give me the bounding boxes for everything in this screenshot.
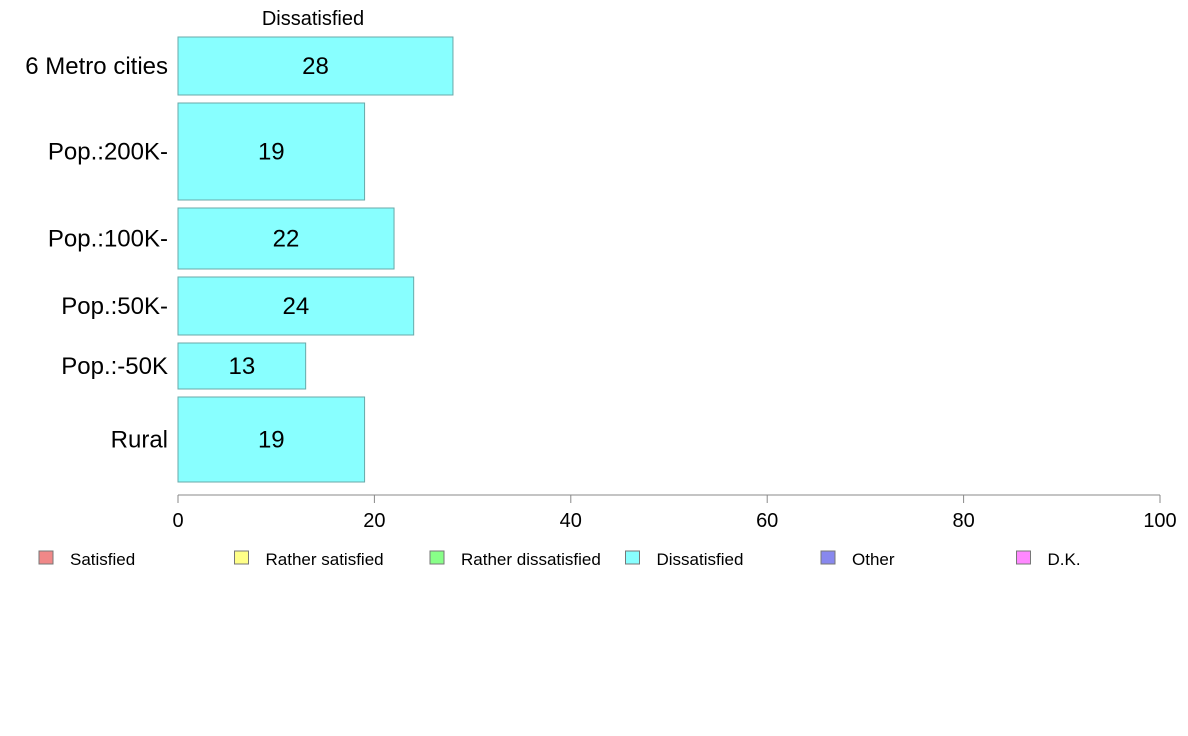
legend-item: Rather satisfied: [234, 550, 384, 569]
x-tick-label: 80: [952, 510, 974, 532]
bar-group: Pop.:200K- 19: [48, 102, 366, 201]
legend-item: D.K.: [1016, 550, 1081, 569]
legend-swatch: [38, 550, 54, 565]
bar-group: 6 Metro cities 28: [25, 36, 454, 96]
legend-label: Dissatisfied: [657, 550, 744, 569]
bar-group: Pop.:100K- 22: [48, 207, 395, 270]
legend-swatch: [625, 550, 640, 565]
bar-group: Rural 19: [111, 396, 366, 483]
category-label: Pop.:-50K: [61, 353, 168, 380]
bar-value-label: 24: [282, 293, 309, 320]
x-tick-label: 40: [560, 510, 582, 532]
bar-value-label: 19: [258, 427, 285, 454]
legend-label: Satisfied: [70, 550, 135, 569]
legend-label: Rather satisfied: [266, 550, 384, 569]
legend-item: Dissatisfied: [625, 550, 744, 569]
category-label: Pop.:200K-: [48, 139, 168, 166]
bar-group: Pop.:-50K 13: [61, 342, 307, 390]
bar-value-label: 28: [302, 53, 329, 80]
legend-item: Rather dissatisfied: [429, 550, 601, 569]
legend-label: Rather dissatisfied: [461, 550, 601, 569]
bar-group: Pop.:50K- 24: [61, 276, 415, 336]
bar-value-label: 19: [258, 139, 285, 166]
bar: [177, 342, 307, 390]
bar: [177, 396, 366, 483]
bar: [177, 102, 366, 201]
category-label: 6 Metro cities: [25, 53, 168, 80]
category-label: Rural: [111, 427, 168, 454]
bar-value-label: 22: [273, 226, 300, 253]
x-tick-label: 60: [756, 510, 778, 532]
legend-swatch: [234, 550, 249, 565]
legend-label: Other: [852, 550, 895, 569]
legend-item: Other: [820, 550, 895, 569]
category-label: Pop.:100K-: [48, 226, 168, 253]
category-label: Pop.:50K-: [61, 293, 168, 320]
bar: [177, 207, 395, 270]
bar-value-label: 13: [228, 353, 255, 380]
x-tick-label: 20: [363, 510, 385, 532]
bar: [177, 36, 454, 96]
x-tick-label: 0: [172, 510, 183, 532]
bar: [177, 276, 415, 336]
legend-swatch: [429, 550, 445, 565]
legend-swatch: [1016, 550, 1031, 565]
legend-swatch: [820, 550, 836, 565]
legend-label: D.K.: [1048, 550, 1081, 569]
chart-title: Dissatisfied: [262, 8, 364, 30]
legend-item: Satisfied: [38, 550, 135, 569]
x-tick-label: 100: [1143, 510, 1176, 532]
